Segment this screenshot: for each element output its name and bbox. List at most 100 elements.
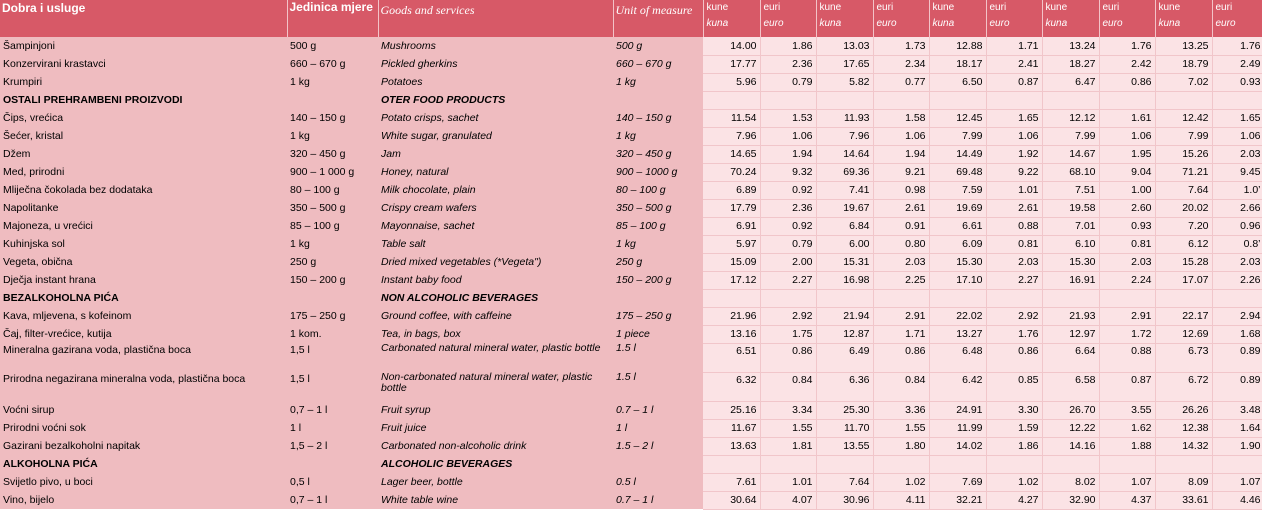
item-unit-en: 1.5 l	[613, 343, 703, 372]
price-cell: 2.24	[1099, 271, 1156, 290]
item-name-en: Lager beer, bottle	[378, 473, 613, 491]
price-cell: 17.79	[703, 199, 761, 218]
price-cell	[1212, 91, 1262, 110]
item-name-en: Ground coffee, with caffeine	[378, 307, 613, 325]
table-body: Šampinjoni 500 g Mushrooms 500 g 14.00 1.86 13…	[0, 37, 1262, 510]
price-cell: 20.02	[1155, 199, 1213, 218]
price-cell: 0.89	[1212, 372, 1262, 402]
table-row: Prirodni voćni sok 1 l Fruit juice 1 l 11.67…	[0, 419, 1262, 438]
price-cell	[1212, 289, 1262, 308]
price-cell: 1.02	[873, 473, 930, 492]
item-name-en: Mayonnaise, sachet	[378, 217, 613, 235]
price-cell: 14.49	[929, 145, 987, 164]
price-cell: 7.99	[1042, 127, 1100, 146]
price-cell: 12.88	[929, 37, 987, 56]
item-name-hr: Krumpiri	[0, 73, 287, 91]
item-name-hr: Kava, mljevena, s kofeinom	[0, 307, 287, 325]
price-cell: 6.00	[816, 235, 874, 254]
price-cell: 6.64	[1042, 343, 1100, 373]
item-name-hr: Voćni sirup	[0, 401, 287, 419]
header-currency: euri	[1215, 2, 1233, 13]
price-cell: 2.61	[873, 199, 930, 218]
price-cell: 0.86	[986, 343, 1043, 373]
item-name-hr: Kuhinjska sol	[0, 235, 287, 253]
price-cell: 0.87	[986, 73, 1043, 92]
item-name-en: Non-carbonated natural mineral water, pl…	[378, 372, 613, 401]
price-cell: 14.32	[1155, 437, 1213, 456]
price-cell: 1.06	[1212, 127, 1262, 146]
price-cell	[1099, 289, 1156, 308]
price-cell: 1.07	[1212, 473, 1262, 492]
price-cell: 9.21	[873, 163, 930, 182]
item-unit-hr: 500 g	[287, 37, 378, 55]
price-cell: 13.03	[816, 37, 874, 56]
item-unit-hr: 85 – 100 g	[287, 217, 378, 235]
price-cell: 1.06	[986, 127, 1043, 146]
price-cell: 19.58	[1042, 199, 1100, 218]
price-cell: 3.30	[986, 401, 1043, 420]
price-cell: 0.89	[1212, 343, 1262, 373]
header-price-column: euri euro	[1099, 0, 1156, 37]
table-row: Vegeta, obična 250 g Dried mixed vegetable…	[0, 253, 1262, 272]
header-currency: euri	[876, 2, 894, 13]
price-cell	[1042, 455, 1100, 474]
price-cell: 11.54	[703, 109, 761, 128]
price-cell: 22.02	[929, 307, 987, 326]
price-cell: 1.90	[1212, 437, 1262, 456]
price-cell: 0.93	[1099, 217, 1156, 236]
item-name-hr: Šampinjoni	[0, 37, 287, 55]
price-cell: 0.86	[760, 343, 817, 373]
table-row: Prirodna negazirana mineralna voda, plas…	[0, 372, 1262, 402]
price-cell: 1.59	[986, 419, 1043, 438]
price-cell: 1.61	[1099, 109, 1156, 128]
item-unit-hr: 250 g	[287, 253, 378, 271]
item-unit-en	[613, 455, 703, 473]
item-unit-hr: 350 – 500 g	[287, 199, 378, 217]
price-cell: 1.73	[873, 37, 930, 56]
price-cell: 68.10	[1042, 163, 1100, 182]
price-cell: 12.22	[1042, 419, 1100, 438]
price-cell: 7.51	[1042, 181, 1100, 200]
item-name-hr: Dječja instant hrana	[0, 271, 287, 289]
price-cell: 32.90	[1042, 491, 1100, 510]
header-currency-en: euro	[1102, 18, 1123, 29]
item-name-en: ALCOHOLIC BEVERAGES	[378, 455, 613, 473]
price-cell	[929, 455, 987, 474]
price-cell: 1.06	[760, 127, 817, 146]
table-row: Mliječna čokolada bez dodataka 80 – 100 g…	[0, 181, 1262, 200]
price-cell	[816, 455, 874, 474]
price-cell: 1.53	[760, 109, 817, 128]
item-name-hr: Čips, vrećica	[0, 109, 287, 127]
header-currency-en: kuna	[819, 18, 842, 29]
table-row: Čaj, filter-vrećice, kutija 1 kom. Tea, in…	[0, 325, 1262, 344]
price-cell: 13.63	[703, 437, 761, 456]
item-name-en: Mushrooms	[378, 37, 613, 55]
price-cell: 69.36	[816, 163, 874, 182]
price-cell: 15.30	[929, 253, 987, 272]
header-price-column: kune kuna	[929, 0, 987, 37]
price-cell: 1.86	[760, 37, 817, 56]
price-cell: 2.25	[873, 271, 930, 290]
price-cell: 0.92	[760, 217, 817, 236]
price-cell: 2.92	[760, 307, 817, 326]
item-unit-hr	[287, 289, 378, 307]
item-name-en: Instant baby food	[378, 271, 613, 289]
price-cell: 1.01	[986, 181, 1043, 200]
price-cell: 21.96	[703, 307, 761, 326]
price-cell	[1155, 91, 1213, 110]
price-cell: 12.97	[1042, 325, 1100, 344]
price-cell: 3.55	[1099, 401, 1156, 420]
header-price-column: kune kuna	[1155, 0, 1213, 37]
item-name-en: Honey, natural	[378, 163, 613, 181]
item-unit-hr: 0,5 l	[287, 473, 378, 491]
price-cell: 0.91	[873, 217, 930, 236]
item-name-en: Carbonated natural mineral water, plasti…	[378, 343, 613, 372]
item-unit-hr: 1 kg	[287, 235, 378, 253]
price-cell: 1.71	[873, 325, 930, 344]
price-cell	[703, 455, 761, 474]
price-cell: 1.58	[873, 109, 930, 128]
price-cell: 7.59	[929, 181, 987, 200]
item-unit-hr: 1 kom.	[287, 325, 378, 343]
item-name-en: Milk chocolate, plain	[378, 181, 613, 199]
item-name-en: Potato crisps, sachet	[378, 109, 613, 127]
